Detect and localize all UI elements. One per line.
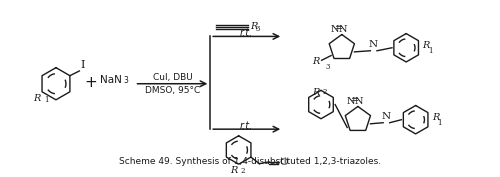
Text: NaN: NaN: [100, 75, 122, 85]
Text: N: N: [331, 25, 340, 34]
Text: r.t.: r.t.: [240, 28, 253, 38]
Text: 3: 3: [256, 25, 260, 33]
Text: =: =: [351, 96, 359, 105]
Text: N: N: [382, 112, 390, 121]
Text: N: N: [368, 40, 378, 49]
Text: 2: 2: [323, 87, 328, 96]
Text: +: +: [84, 75, 98, 90]
Text: 3: 3: [326, 63, 330, 71]
Text: =: =: [335, 25, 343, 34]
Text: R: R: [230, 166, 237, 175]
Text: 1: 1: [44, 96, 48, 104]
Text: 3: 3: [123, 76, 128, 85]
Text: R: R: [312, 88, 320, 98]
Text: 1: 1: [438, 119, 442, 127]
Text: N: N: [354, 96, 363, 105]
Text: R: R: [250, 22, 258, 32]
Text: N: N: [347, 96, 356, 105]
Text: Scheme 49. Synthesis of 1,4-disubstituted 1,2,3-triazoles.: Scheme 49. Synthesis of 1,4-disubstitute…: [119, 157, 381, 166]
Text: R: R: [422, 41, 430, 50]
Text: O: O: [280, 158, 288, 167]
Text: 1: 1: [428, 47, 432, 55]
Text: r.t.: r.t.: [240, 121, 253, 131]
Text: 2: 2: [240, 167, 245, 175]
Text: R: R: [432, 113, 439, 122]
Text: CuI, DBU: CuI, DBU: [152, 73, 192, 82]
Text: R: R: [33, 94, 40, 103]
Text: I: I: [80, 60, 85, 70]
Text: N: N: [338, 25, 347, 34]
Text: DMSO, 95°C: DMSO, 95°C: [145, 86, 200, 95]
Text: R: R: [312, 57, 320, 66]
